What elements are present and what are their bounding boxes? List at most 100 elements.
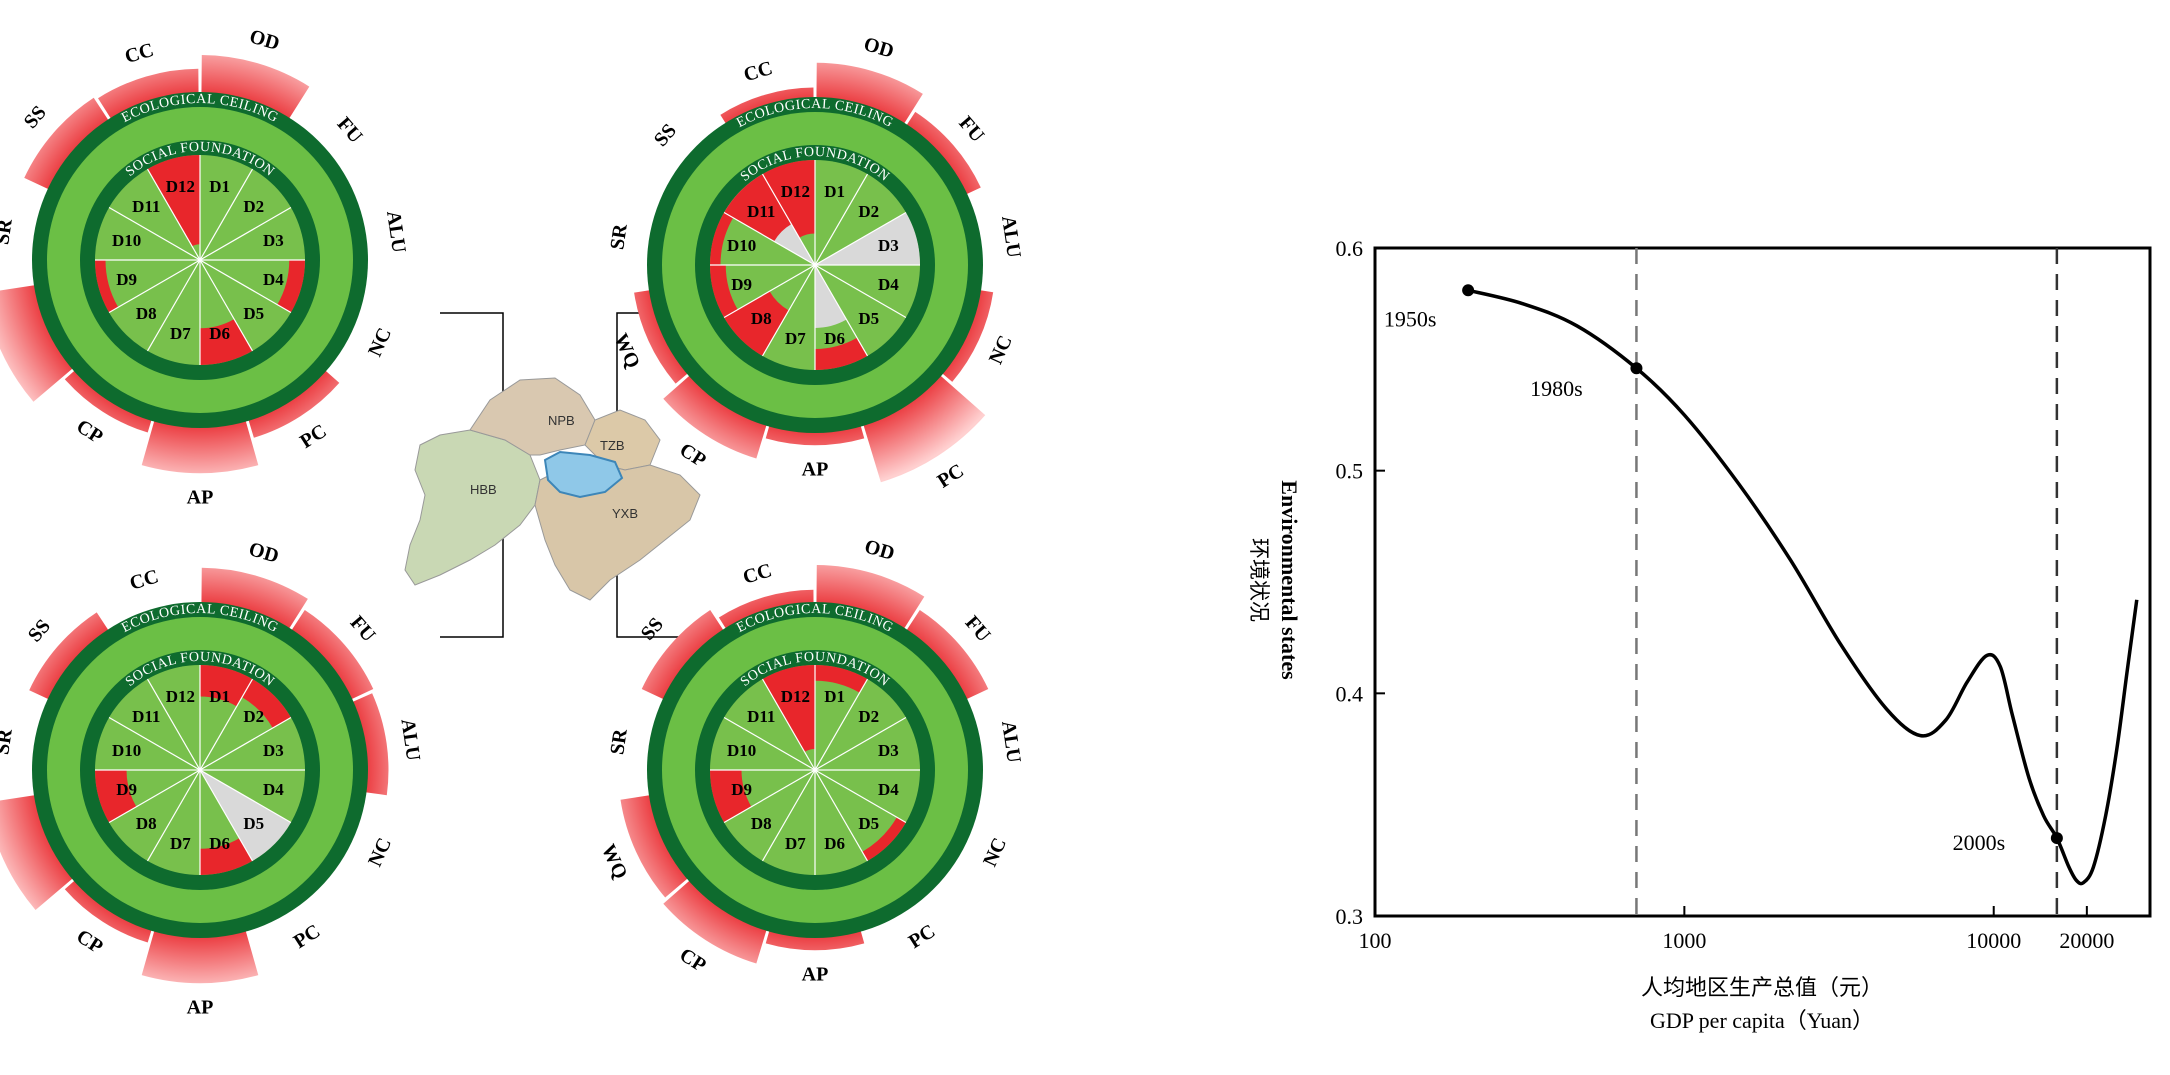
data-point-1950s <box>1462 284 1475 297</box>
sector-divider <box>199 259 292 314</box>
dimension-label-d1: D1 <box>824 182 845 201</box>
sector-divider <box>108 259 201 314</box>
overshoot-wedge-wq <box>634 289 690 384</box>
segment-label-cc: CC <box>740 559 774 588</box>
shortfall-sector-d9 <box>710 770 752 823</box>
dimension-label-d7: D7 <box>170 834 191 853</box>
shortfall-sector-d12 <box>762 665 815 752</box>
segment-label-cp: CP <box>72 415 106 448</box>
gray-sector-d5 <box>200 770 291 861</box>
map-label-yxb: YXB <box>612 506 638 521</box>
doughnut-panel: NPB TZB HBB YXB ODFUALUNCPCAPCPWQSRSSCCE… <box>0 25 1025 1018</box>
segment-label-cc: CC <box>127 565 161 594</box>
gray-sector-d3 <box>815 212 920 265</box>
data-point-1980s <box>1630 362 1643 375</box>
sector-divider <box>199 769 254 862</box>
dimension-label-d2: D2 <box>243 197 264 216</box>
segment-label-ap: AP <box>187 486 214 508</box>
segment-label-cp: CP <box>676 944 710 977</box>
sector-divider <box>761 264 816 357</box>
dimension-label-d9: D9 <box>116 780 137 799</box>
dimension-label-d8: D8 <box>136 814 157 833</box>
dimension-label-d2: D2 <box>858 202 879 221</box>
segment-label-sr: SR <box>0 727 17 756</box>
sector-divider <box>814 211 907 266</box>
sector-divider <box>199 206 292 261</box>
sector-divider <box>761 678 816 771</box>
x-axis-label-zh: 人均地区生产总值（元） <box>1641 975 1883 1000</box>
dimension-label-d5: D5 <box>243 304 264 323</box>
x-tick-label: 10000 <box>1966 928 2021 953</box>
overshoot-wedge-cp <box>663 879 768 964</box>
overshoot-wedge-ss <box>24 97 110 191</box>
map-label-npb: NPB <box>548 413 575 428</box>
dimension-label-d11: D11 <box>747 202 775 221</box>
shortfall-sector-d1 <box>200 665 253 707</box>
sector-divider <box>814 769 907 824</box>
dimension-label-d4: D4 <box>878 780 899 799</box>
sector-divider <box>199 259 254 352</box>
overshoot-wedge-od <box>201 55 310 121</box>
segment-label-pc: PC <box>290 920 324 953</box>
dimension-label-d12: D12 <box>166 687 195 706</box>
dimension-label-d3: D3 <box>878 236 899 255</box>
dimension-label-d9: D9 <box>116 270 137 289</box>
sector-divider <box>814 264 907 319</box>
dimension-label-d3: D3 <box>263 231 284 250</box>
segment-label-cc: CC <box>741 57 775 86</box>
dimension-label-d4: D4 <box>263 780 284 799</box>
lake <box>543 450 624 499</box>
sector-divider <box>199 716 292 771</box>
sector-divider <box>723 211 816 266</box>
segment-label-sr: SR <box>606 222 631 251</box>
shortfall-sector-d6 <box>815 337 868 370</box>
dimension-label-d11: D11 <box>132 707 160 726</box>
point-label-1980s: 1980s <box>1530 376 1583 401</box>
segment-label-pc: PC <box>296 420 330 453</box>
segment-label-pc: PC <box>905 920 939 953</box>
shortfall-sector-d2 <box>242 679 291 728</box>
overshoot-wedge-pc <box>247 369 340 438</box>
map-label-hbb: HBB <box>470 482 497 497</box>
segment-label-od: OD <box>862 535 897 565</box>
dimension-label-d1: D1 <box>209 177 230 196</box>
sector-divider <box>199 678 254 771</box>
sector-divider <box>146 168 201 261</box>
dimension-label-d12: D12 <box>166 177 195 196</box>
x-tick-label: 100 <box>1359 928 1392 953</box>
dimension-label-d8: D8 <box>751 309 772 328</box>
dimension-label-d5: D5 <box>858 814 879 833</box>
sector-divider <box>199 168 254 261</box>
dimension-label-d5: D5 <box>243 814 264 833</box>
shortfall-sector-d9 <box>95 770 137 823</box>
y-tick-label: 0.4 <box>1336 681 1364 706</box>
segment-label-fu: FU <box>333 113 367 148</box>
sector-divider <box>108 206 201 261</box>
dimension-label-d10: D10 <box>727 741 756 760</box>
segment-label-sr: SR <box>606 727 631 756</box>
segment-label-fu: FU <box>954 112 988 147</box>
overshoot-wedge-fu <box>905 610 989 701</box>
overshoot-wedge-fu <box>905 111 981 196</box>
segment-label-fu: FU <box>346 612 380 647</box>
segment-label-alu: ALU <box>997 214 1025 259</box>
segment-label-cp: CP <box>72 925 106 958</box>
x-axis-label-en: GDP per capita（Yuan） <box>1650 1008 1874 1033</box>
sector-divider <box>146 259 201 352</box>
overshoot-wedge-od <box>816 62 923 126</box>
line-chart: 0.3 0.4 0.5 0.6 100 1000 10000 20000 1950s 1980s… <box>1247 236 2152 1033</box>
shortfall-sector-d11 <box>724 174 792 242</box>
segment-label-pc: PC <box>934 460 968 493</box>
sector-divider <box>108 769 201 824</box>
data-point-2000s <box>2050 832 2063 845</box>
y-axis-label-en: Environmental states <box>1277 480 1302 680</box>
overshoot-wedge-fu <box>290 610 374 701</box>
environmental-curve <box>1467 288 2139 886</box>
shortfall-sector-d5 <box>862 817 906 861</box>
sector-divider <box>814 716 907 771</box>
overshoot-wedge-ap <box>141 418 259 474</box>
segment-label-fu: FU <box>961 612 995 647</box>
dimension-label-d6: D6 <box>824 329 845 348</box>
